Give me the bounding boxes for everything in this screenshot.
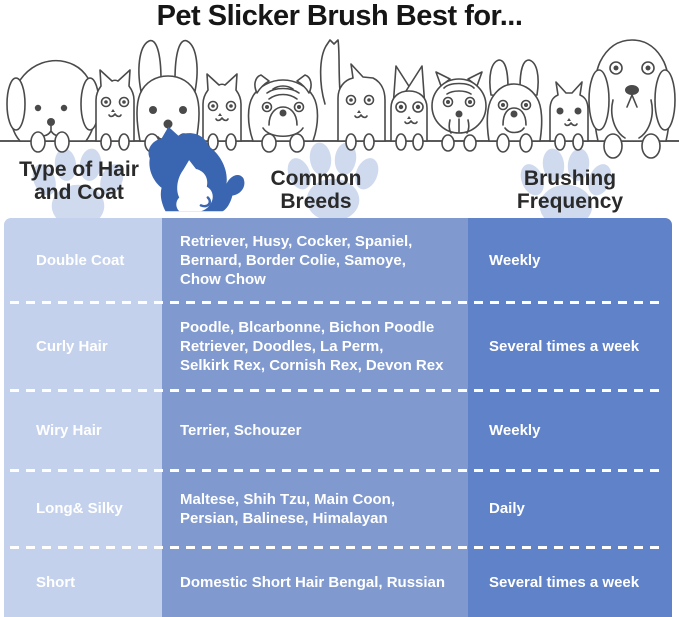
coat-type-label: Curly Hair — [36, 337, 108, 355]
frequency-cell: Daily — [468, 470, 672, 547]
breeds-text: Maltese, Shih Tzu, Main Coon, Persian, B… — [180, 490, 396, 527]
floppy-ear-dog-icon — [6, 59, 100, 153]
breeds-cell: Retriever, Husy, Cocker, Spaniel, Bernar… — [162, 218, 468, 302]
frequency-label: Several times a week — [489, 337, 640, 355]
coat-type-label: Short — [36, 573, 76, 591]
frequency-cell: Weekly — [468, 218, 672, 302]
header-line: Breeds — [280, 190, 352, 213]
table-row: Wiry Hair Terrier, Schouzer Weekly — [4, 390, 672, 472]
header-line: Type of Hair — [19, 158, 139, 181]
brush-guide-table: Double Coat Retriever, Husy, Cocker, Spa… — [4, 218, 672, 617]
breeds-cell: Domestic Short Hair Bengal, Russian — [162, 547, 468, 617]
frequency-cell: Weekly — [468, 390, 672, 470]
column-header-type-of-hair: Type of Hair and Coat — [0, 158, 158, 204]
coat-type-cell: Long& Silky — [4, 470, 162, 547]
table-row: Short Domestic Short Hair Bengal, Russia… — [4, 547, 672, 617]
cat-icon — [202, 73, 242, 151]
table-row: Double Coat Retriever, Husy, Cocker, Spa… — [4, 218, 672, 304]
frequency-cell: Several times a week — [468, 547, 672, 617]
french-bulldog-icon — [486, 59, 543, 153]
frequency-label: Weekly — [489, 251, 541, 269]
coat-type-cell: Curly Hair — [4, 302, 162, 390]
header-line: Common — [270, 167, 362, 190]
coat-type-label: Long& Silky — [36, 500, 123, 517]
frequency-label: Weekly — [489, 421, 541, 439]
coat-type-cell: Double Coat — [4, 218, 162, 302]
frequency-label: Daily — [489, 500, 525, 517]
scruffy-cat-icon — [319, 39, 386, 151]
cat-icon — [95, 69, 135, 151]
breeds-cell: Terrier, Schouzer — [162, 390, 468, 470]
breeds-cell: Poodle, Blcarbonne, Bichon Poodle Retrie… — [162, 302, 468, 390]
header-line: Frequency — [516, 190, 624, 213]
page-title: Pet Slicker Brush Best for... — [156, 0, 523, 32]
header-line: Brushing — [523, 167, 617, 190]
header-line: and Coat — [34, 181, 124, 204]
frequency-cell: Several times a week — [468, 302, 672, 390]
coat-type-cell: Short — [4, 547, 162, 617]
frequency-label: Several times a week — [489, 573, 640, 591]
labrador-icon — [588, 39, 676, 159]
big-ear-cat-icon — [390, 65, 428, 151]
table-row: Curly Hair Poodle, Blcarbonne, Bichon Po… — [4, 302, 672, 392]
column-header-common-breeds: Common Breeds — [232, 167, 400, 213]
coat-type-label: Double Coat — [36, 251, 125, 269]
cat-icon — [549, 81, 589, 151]
coat-type-cell: Wiry Hair — [4, 390, 162, 470]
breeds-text: Terrier, Schouzer — [180, 421, 302, 439]
column-header-brushing-frequency: Brushing Frequency — [478, 167, 662, 213]
breeds-cell: Maltese, Shih Tzu, Main Coon, Persian, B… — [162, 470, 468, 547]
coat-type-label: Wiry Hair — [36, 421, 102, 439]
pug-icon — [247, 74, 319, 153]
breeds-text: Retriever, Husy, Cocker, Spaniel, Bernar… — [180, 232, 413, 288]
blue-dog-cat-logo — [148, 126, 245, 212]
breeds-text: Domestic Short Hair Bengal, Russian — [180, 573, 446, 591]
table-row: Long& Silky Maltese, Shih Tzu, Main Coon… — [4, 470, 672, 549]
pets-lineup-illustration — [0, 39, 679, 159]
breeds-text: Poodle, Blcarbonne, Bichon Poodle Retrie… — [180, 318, 444, 374]
yorkie-icon — [431, 71, 487, 152]
